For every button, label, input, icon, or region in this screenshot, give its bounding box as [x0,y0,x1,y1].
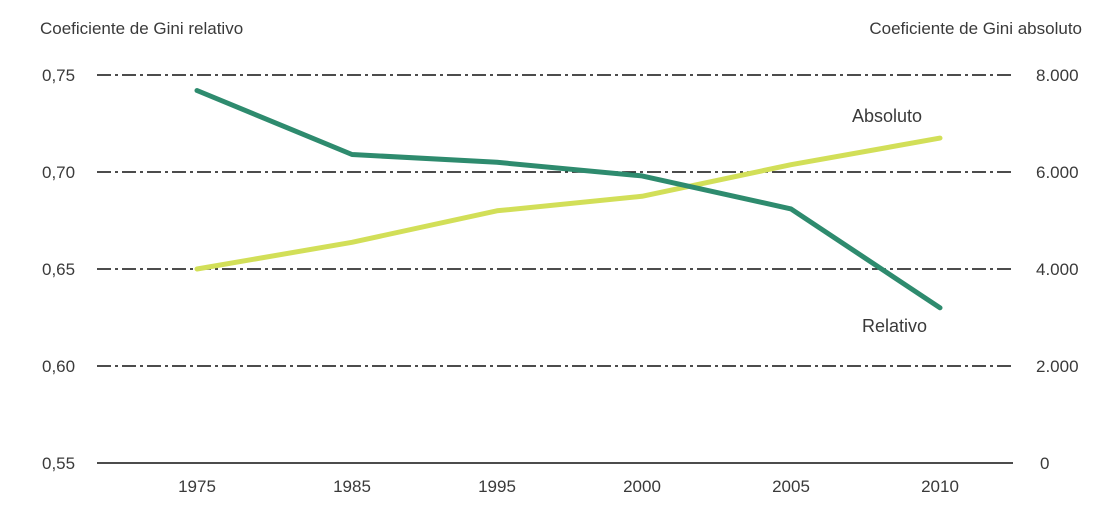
x-tick-label: 2000 [623,477,661,496]
series-line-relativo [194,88,943,311]
gridlines [97,74,1013,464]
right-tick-label: 8.000 [1036,66,1079,85]
left-tick-label: 0,75 [42,66,75,85]
series-label-absoluto: Absoluto [852,106,922,126]
x-tick-label: 2005 [772,477,810,496]
left-tick-label: 0,55 [42,454,75,473]
x-tick-label: 1975 [178,477,216,496]
right-tick-label: 0 [1040,454,1049,473]
x-tick-label: 2010 [921,477,959,496]
x-axis-ticks: 1975 1985 1995 2000 2005 2010 [178,477,959,496]
x-tick-label: 1985 [333,477,371,496]
left-tick-label: 0,60 [42,357,75,376]
x-tick-label: 1995 [478,477,516,496]
left-axis-title: Coeficiente de Gini relativo [40,19,243,38]
right-axis-ticks: 8.000 6.000 4.000 2.000 0 [1036,66,1079,473]
right-tick-label: 2.000 [1036,357,1079,376]
right-tick-label: 6.000 [1036,163,1079,182]
left-tick-label: 0,70 [42,163,75,182]
series-line-absoluto [194,135,943,272]
right-axis-title: Coeficiente de Gini absoluto [869,19,1082,38]
left-tick-label: 0,65 [42,260,75,279]
series-lines [194,88,943,311]
left-axis-ticks: 0,75 0,70 0,65 0,60 0,55 [42,66,75,473]
series-label-relativo: Relativo [862,316,927,336]
right-tick-label: 4.000 [1036,260,1079,279]
